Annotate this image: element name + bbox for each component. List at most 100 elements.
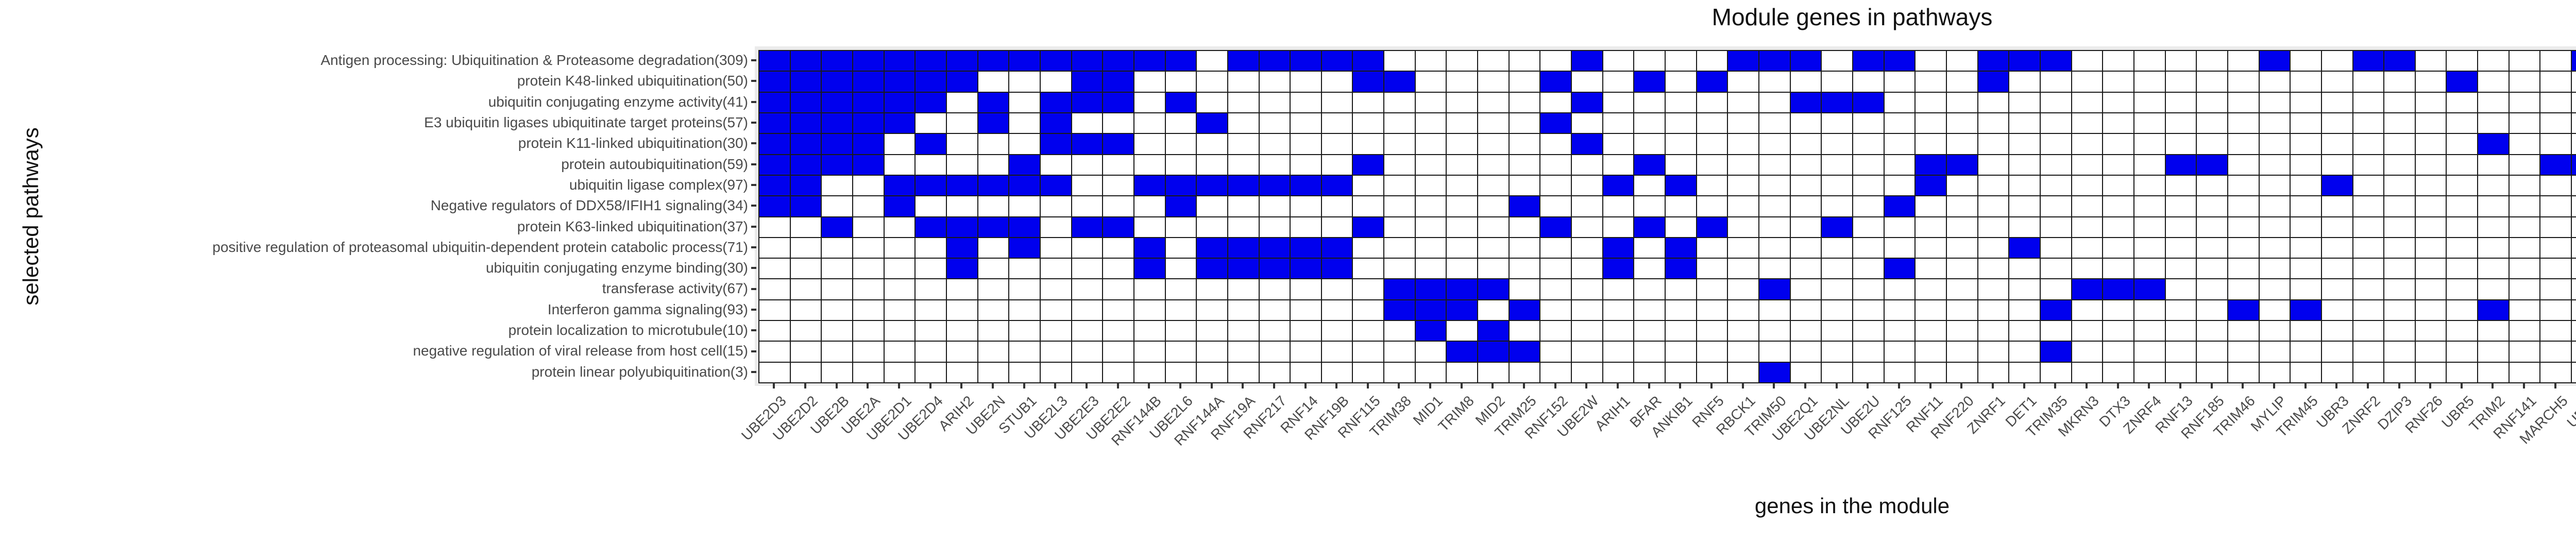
heatmap-cell — [1478, 362, 1510, 383]
heatmap-cell — [2259, 217, 2291, 238]
heatmap-cell — [2478, 279, 2510, 300]
heatmap-cell — [2509, 196, 2541, 217]
heatmap-cell — [2103, 217, 2134, 238]
heatmap-cell — [1666, 259, 1697, 280]
heatmap-cell — [1009, 155, 1041, 176]
heatmap-cell — [759, 92, 791, 113]
heatmap-cell — [1384, 92, 1416, 113]
heatmap-cell — [1134, 238, 1166, 259]
heatmap-cell — [1291, 238, 1322, 259]
heatmap-cell — [1040, 259, 1072, 280]
heatmap-cell — [1291, 155, 1322, 176]
heatmap-cell — [1790, 92, 1822, 113]
heatmap-cell — [2509, 259, 2541, 280]
pathway-label: protein linear polyubiquitination(3) — [531, 363, 748, 380]
heatmap-cell — [1572, 217, 1603, 238]
x-tick — [1242, 383, 1244, 388]
heatmap-cell — [2353, 155, 2385, 176]
heatmap-cell — [2072, 342, 2104, 363]
heatmap-cell — [822, 217, 853, 238]
heatmap-cell — [1666, 342, 1697, 363]
heatmap-cell — [884, 321, 916, 342]
heatmap-cell — [1790, 342, 1822, 363]
heatmap-cell — [1853, 72, 1885, 93]
heatmap-cell — [1634, 238, 1666, 259]
heatmap-cell — [2103, 300, 2134, 322]
heatmap-cell — [790, 362, 822, 383]
heatmap-cell — [2540, 342, 2572, 363]
heatmap-cell — [2228, 72, 2260, 93]
heatmap-cell — [884, 342, 916, 363]
heatmap-cell — [1634, 196, 1666, 217]
heatmap-cell — [759, 362, 791, 383]
heatmap-cell — [884, 196, 916, 217]
heatmap-cell — [884, 72, 916, 93]
y-tick — [751, 288, 756, 290]
heatmap-cell — [1197, 342, 1228, 363]
x-tick — [897, 383, 900, 388]
heatmap-cell — [2384, 51, 2416, 72]
heatmap-cell — [2384, 300, 2416, 322]
x-tick — [2242, 383, 2244, 388]
heatmap-cell — [1165, 92, 1197, 113]
y-tick — [751, 122, 756, 124]
heatmap-cell — [2353, 51, 2385, 72]
x-tick — [1679, 383, 1682, 388]
heatmap-cell — [2509, 134, 2541, 155]
heatmap-cell — [2384, 175, 2416, 197]
heatmap-cell — [2478, 175, 2510, 197]
heatmap-cell — [946, 155, 978, 176]
heatmap-cell — [1728, 321, 1760, 342]
heatmap-cell — [2134, 342, 2166, 363]
heatmap-cell — [1478, 51, 1510, 72]
y-tick — [751, 184, 756, 187]
heatmap-cell — [916, 51, 947, 72]
heatmap-cell — [1478, 196, 1510, 217]
gene-label: TRIM8 — [1435, 393, 1477, 435]
heatmap-cell — [790, 155, 822, 176]
heatmap-cell — [2040, 155, 2072, 176]
heatmap-cell — [2447, 362, 2479, 383]
heatmap-cell — [1884, 113, 1916, 134]
heatmap-cell — [2509, 300, 2541, 322]
heatmap-cell — [2165, 300, 2197, 322]
heatmap-cell — [2540, 196, 2572, 217]
heatmap-cell — [2321, 175, 2353, 197]
heatmap-cell — [1978, 51, 2010, 72]
heatmap-cell — [1134, 155, 1166, 176]
heatmap-cell — [1978, 155, 2010, 176]
pathway-label: protein localization to microtubule(10) — [508, 322, 748, 339]
heatmap-cell — [1478, 279, 1510, 300]
heatmap-cell — [1603, 196, 1635, 217]
heatmap-cell — [1009, 259, 1041, 280]
heatmap-cell — [1853, 259, 1885, 280]
heatmap-cell — [1353, 321, 1385, 342]
heatmap-cell — [1165, 155, 1197, 176]
heatmap-cell — [2134, 279, 2166, 300]
heatmap-cell — [946, 238, 978, 259]
heatmap-cell — [1353, 259, 1385, 280]
heatmap-cell — [1509, 279, 1541, 300]
heatmap-cell — [2353, 362, 2385, 383]
heatmap-cell — [2478, 155, 2510, 176]
heatmap-cell — [1728, 342, 1760, 363]
heatmap-cell — [1291, 51, 1322, 72]
heatmap-cell — [1353, 92, 1385, 113]
heatmap-cell — [2415, 342, 2447, 363]
heatmap-cell — [2384, 155, 2416, 176]
heatmap-cell — [1634, 113, 1666, 134]
x-tick — [1023, 383, 1025, 388]
heatmap-cell — [2321, 342, 2353, 363]
heatmap-cell — [1634, 321, 1666, 342]
heatmap-cell — [1321, 196, 1353, 217]
heatmap-cell — [1291, 279, 1322, 300]
heatmap-cell — [1415, 72, 1447, 93]
heatmap-cell — [2072, 238, 2104, 259]
heatmap-cell — [2165, 51, 2197, 72]
y-tick — [751, 100, 756, 103]
x-tick — [2148, 383, 2150, 388]
heatmap-cell — [2040, 217, 2072, 238]
heatmap-cell — [2165, 321, 2197, 342]
heatmap-cell — [1321, 279, 1353, 300]
heatmap-cell — [2321, 259, 2353, 280]
